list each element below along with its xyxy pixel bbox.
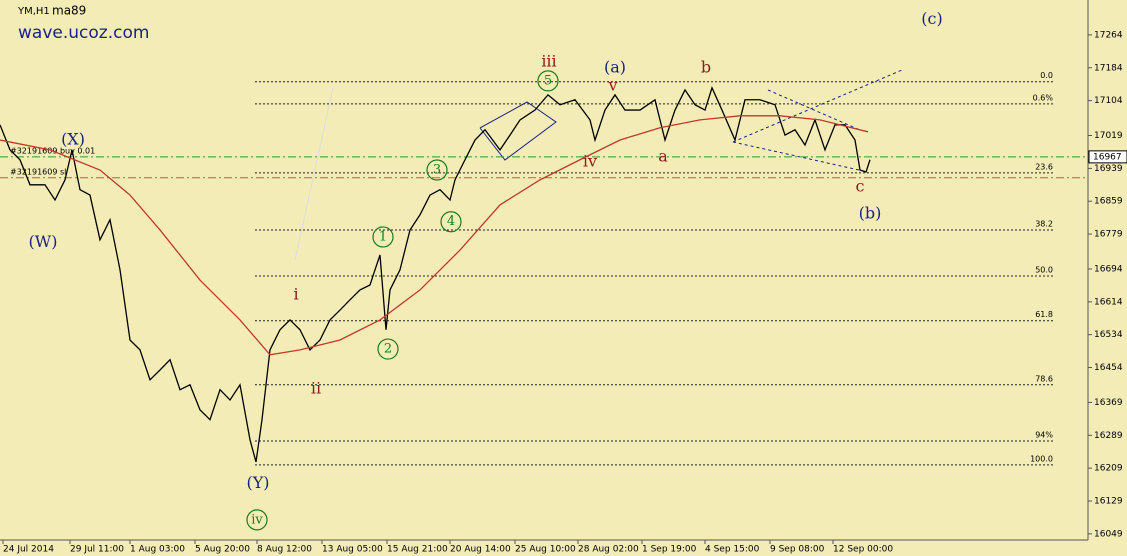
y-tick-label: 17184: [1094, 63, 1123, 73]
wave-label: iii: [541, 52, 556, 71]
indicator-label: ma89: [52, 4, 86, 18]
x-tick-label: 1 Aug 03:00: [130, 545, 185, 555]
fib-label: 78.6: [1035, 374, 1053, 383]
order-label: #32191609 sl: [10, 167, 66, 176]
price-box: [1088, 150, 1127, 164]
x-tick-label: 25 Aug 10:00: [515, 545, 576, 555]
wave-circle: [246, 509, 268, 531]
wave-circle: [426, 159, 448, 181]
y-tick-label: 16534: [1094, 330, 1123, 340]
wave-circle: [377, 338, 399, 360]
fib-label: 0.6%: [1033, 93, 1054, 102]
x-tick-label: 5 Aug 20:00: [195, 545, 250, 555]
wave-label: (Y): [246, 473, 269, 492]
y-tick-label: 16614: [1094, 297, 1123, 307]
wave-label: iv: [583, 151, 597, 170]
fib-label: 100.0: [1030, 454, 1053, 463]
x-tick-label: 4 Sep 15:00: [705, 545, 760, 555]
fib-label: 61.8: [1035, 310, 1053, 319]
site-label: wave.ucoz.com: [18, 23, 149, 43]
wave-circle: [537, 70, 559, 92]
channel-lines: [479, 101, 557, 161]
x-tick-label: 12 Sep 00:00: [833, 545, 893, 555]
y-tick-label: 17104: [1094, 96, 1123, 106]
wave-label: (W): [29, 232, 58, 251]
x-tick-label: 28 Aug 02:00: [578, 545, 639, 555]
wave-label: v: [607, 75, 617, 94]
y-tick-label: 16779: [1094, 230, 1123, 240]
y-tick-label: 16454: [1094, 363, 1123, 373]
y-tick-label: 17264: [1094, 30, 1123, 40]
x-tick-label: 24 Jul 2014: [3, 545, 54, 555]
price-line: [0, 115, 869, 356]
trend-line: [294, 87, 334, 261]
y-tick-label: 16209: [1094, 464, 1123, 474]
wave-label: iv: [251, 512, 263, 527]
wave-label: 2: [384, 342, 392, 357]
wave-label: 3: [433, 163, 441, 178]
x-tick-label: 20 Aug 14:00: [450, 545, 511, 555]
channel-line: [732, 141, 869, 173]
y-tick-label: 16939: [1094, 164, 1123, 174]
wave-label: 1: [379, 229, 387, 244]
x-tick-label: 8 Aug 12:00: [257, 545, 312, 555]
wave-label: a: [658, 146, 668, 165]
fib-label: 38.2: [1035, 219, 1053, 228]
x-tick-label: 15 Aug 21:00: [387, 545, 448, 555]
wave-label: i: [293, 284, 298, 303]
wave-circle: [372, 226, 394, 248]
channel: [479, 69, 903, 173]
wave-label: 4: [447, 214, 455, 229]
current-price: 16967: [1093, 152, 1122, 162]
wave-label: (b): [859, 203, 882, 222]
wave-label: b: [701, 57, 711, 76]
x-tick-label: 13 Aug 05:00: [322, 545, 383, 555]
price-line: [0, 86, 871, 463]
fib-label: 50.0: [1035, 265, 1053, 274]
fib-label: 94%: [1035, 431, 1053, 440]
y-tick-label: 16859: [1094, 197, 1123, 207]
y-tick-label: 16369: [1094, 398, 1123, 408]
y-tick-label: 16694: [1094, 264, 1123, 274]
wave-label: c: [856, 176, 865, 195]
channel-line: [767, 89, 861, 131]
wave-label: 5: [544, 73, 552, 88]
y-tick-label: 16129: [1094, 496, 1123, 506]
channel-line: [732, 69, 903, 143]
wave-label: ii: [311, 378, 321, 397]
wave-label: (c): [921, 9, 942, 28]
x-tick-label: 9 Sep 08:00: [770, 545, 825, 555]
wave-circle: [440, 211, 462, 233]
y-tick-label: 16289: [1094, 431, 1123, 441]
wave-label: (a): [604, 57, 626, 76]
x-tick-label: 1 Sep 19:00: [642, 545, 697, 555]
y-tick-label: 17019: [1094, 131, 1123, 141]
x-tick-label: 29 Jul 11:00: [70, 545, 124, 555]
y-tick-label: 16049: [1094, 529, 1123, 539]
fib-label: 23.6: [1035, 162, 1053, 171]
wave-label: (X): [61, 130, 85, 149]
symbol-label: YM,H1: [17, 6, 50, 17]
fib-label: 0.0: [1040, 71, 1053, 80]
